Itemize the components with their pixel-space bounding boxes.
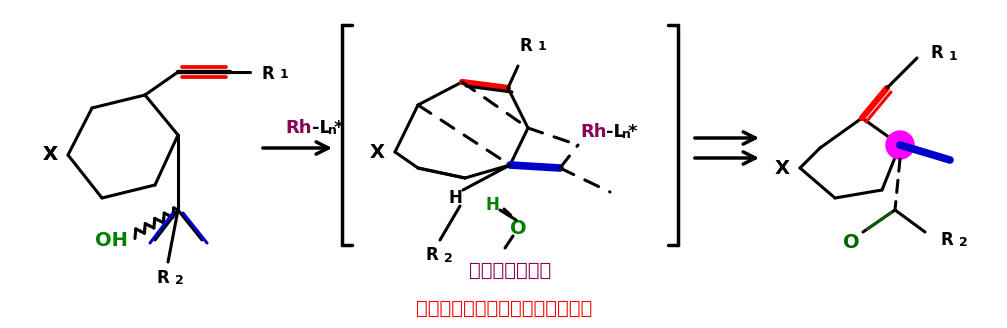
Text: R: R [157,269,169,287]
Text: H: H [448,189,462,207]
Text: 2: 2 [175,274,183,287]
Text: 1: 1 [949,50,958,63]
Text: O: O [843,233,859,252]
Text: Rh: Rh [580,123,606,141]
Text: R: R [941,231,954,249]
Text: OH: OH [95,231,128,250]
Text: X: X [42,146,57,165]
Text: ローダサイクル: ローダサイクル [469,260,551,279]
Text: 2: 2 [959,236,968,249]
Text: X: X [370,142,385,161]
Text: R: R [262,65,274,83]
Text: 2: 2 [444,252,453,265]
Text: X: X [774,158,789,177]
Text: -L: -L [606,123,625,141]
Text: *: * [334,119,343,137]
Text: O: O [510,218,527,237]
Text: R: R [520,37,533,55]
Text: 1: 1 [538,40,547,53]
Text: Rh: Rh [285,119,311,137]
Text: 1: 1 [280,68,289,81]
Text: H: H [485,196,498,214]
Text: X: X [42,146,57,165]
Text: n: n [328,124,337,137]
Circle shape [886,131,914,159]
Text: R: R [426,246,438,264]
Text: R: R [930,44,944,62]
Text: *: * [628,123,637,141]
Text: 片方の鏡像異性体を選択的に合成: 片方の鏡像異性体を選択的に合成 [416,298,592,318]
Text: -L: -L [312,119,331,137]
Text: n: n [622,128,630,141]
